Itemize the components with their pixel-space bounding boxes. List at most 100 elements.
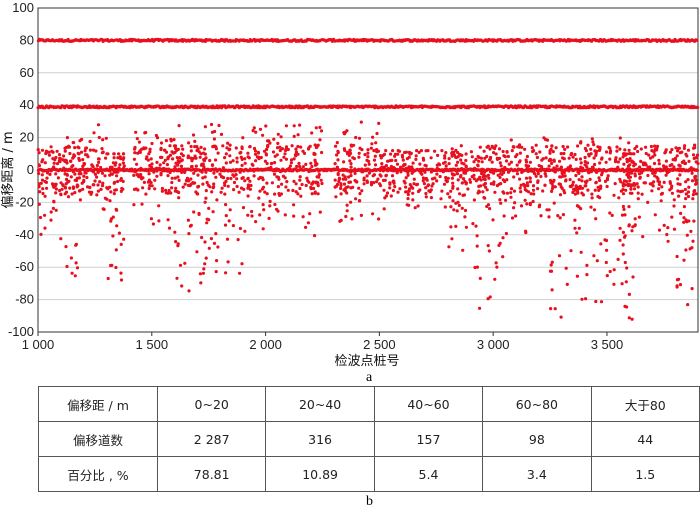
data-point — [423, 163, 427, 167]
data-point — [491, 218, 495, 222]
data-point — [635, 144, 639, 149]
data-point — [194, 164, 198, 168]
data-point — [564, 179, 568, 183]
data-point — [45, 150, 49, 154]
data-point — [203, 240, 207, 244]
data-point — [558, 175, 562, 179]
data-point — [677, 277, 681, 281]
data-point — [336, 149, 340, 153]
data-point — [501, 149, 505, 154]
data-point — [552, 201, 556, 205]
data-point — [376, 177, 380, 181]
data-point — [686, 190, 691, 194]
data-point — [147, 152, 151, 156]
data-point — [242, 187, 246, 191]
data-point — [486, 244, 490, 248]
data-point — [615, 149, 619, 153]
data-point — [478, 276, 482, 280]
data-point — [449, 225, 453, 229]
data-point — [223, 192, 227, 196]
data-point — [199, 145, 203, 149]
data-point — [217, 123, 221, 128]
data-point — [485, 188, 489, 192]
data-point — [284, 157, 288, 161]
data-point — [415, 149, 419, 153]
x-tick-label: 2 500 — [363, 337, 396, 352]
data-point — [159, 141, 164, 145]
data-point — [412, 177, 416, 181]
scatter-chart: -100 -80 -60 -40 -20 0 20 40 60 80 100 1 000 1 500 2 … — [0, 0, 700, 369]
data-point — [177, 196, 181, 200]
data-point — [564, 266, 568, 270]
data-point — [599, 186, 603, 190]
data-point — [68, 186, 72, 190]
data-point — [367, 171, 371, 175]
data-point — [682, 220, 686, 224]
data-point — [438, 174, 442, 179]
table-row: 偏移道数 2 287 316 157 98 44 — [38, 421, 700, 457]
data-point — [460, 206, 464, 210]
data-point — [266, 166, 271, 170]
data-point — [421, 179, 425, 183]
data-point — [112, 156, 116, 160]
data-point — [122, 237, 126, 241]
data-point — [190, 159, 194, 163]
data-point — [115, 174, 119, 178]
data-point — [668, 180, 672, 184]
data-point — [559, 315, 563, 319]
data-point — [424, 195, 428, 199]
data-point — [286, 188, 290, 192]
data-point — [476, 163, 480, 167]
data-point — [284, 124, 288, 128]
data-point — [108, 173, 112, 177]
data-point — [290, 144, 294, 148]
data-point — [148, 164, 152, 168]
data-point — [216, 151, 220, 155]
data-point — [47, 153, 52, 157]
data-point — [360, 189, 364, 193]
data-point — [574, 157, 578, 161]
data-point — [690, 179, 695, 183]
data-point — [549, 147, 553, 151]
data-point — [375, 131, 379, 136]
data-point — [150, 141, 154, 146]
data-point — [37, 185, 41, 189]
data-point — [263, 190, 267, 194]
data-point — [542, 136, 546, 140]
data-point — [446, 176, 450, 180]
table-header-cell: 60~80 — [482, 386, 592, 422]
data-point — [144, 157, 148, 161]
data-point — [275, 146, 280, 150]
data-point — [121, 161, 125, 165]
data-point — [348, 151, 353, 155]
data-point — [580, 179, 584, 183]
data-point — [615, 145, 619, 149]
data-point — [198, 155, 202, 159]
data-point — [180, 284, 184, 288]
data-point — [256, 150, 260, 154]
data-point — [74, 261, 78, 265]
data-point — [54, 191, 58, 195]
data-point — [357, 186, 361, 190]
data-point — [73, 172, 77, 176]
data-point — [551, 184, 555, 188]
data-point — [463, 215, 467, 219]
data-point — [304, 225, 308, 229]
data-point — [235, 160, 239, 164]
data-point — [693, 189, 697, 193]
data-point — [389, 194, 393, 198]
data-point — [541, 157, 545, 161]
data-point — [69, 256, 73, 260]
y-tick-label: 0 — [27, 162, 34, 177]
data-point — [547, 215, 551, 219]
data-point — [506, 170, 511, 174]
data-point — [547, 164, 551, 168]
data-point — [203, 175, 207, 179]
data-point — [270, 181, 274, 185]
data-point — [695, 153, 700, 157]
data-point — [509, 160, 513, 164]
data-point — [678, 173, 682, 177]
data-point — [666, 239, 670, 243]
data-point — [479, 178, 483, 182]
data-point — [204, 156, 208, 160]
